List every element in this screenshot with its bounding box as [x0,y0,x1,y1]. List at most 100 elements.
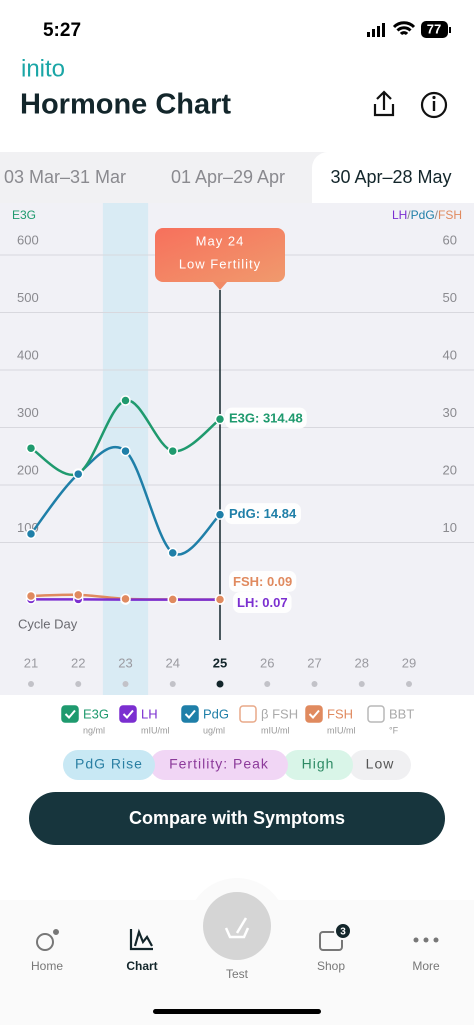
y2-axis-title-part: LH [392,208,407,222]
data-point [74,590,83,599]
data-point [121,396,130,405]
y2-axis-title: LH/PdG/FSH [392,208,462,222]
y2-tick-label: 60 [443,232,457,247]
data-point [168,548,177,557]
legend-label: BBT [389,706,414,721]
value-label: LH: 0.07 [237,595,288,610]
y2-tick-label: 50 [443,290,457,305]
nav-badge-count: 3 [340,927,346,938]
info-button[interactable] [422,93,446,117]
nav-label[interactable]: More [412,959,440,973]
x-tick-label: 29 [402,655,416,670]
legend-checkbox[interactable] [182,706,198,722]
battery-level: 77 [427,21,441,36]
y2-tick-label: 30 [443,405,457,420]
x-tick-dot [264,681,270,687]
data-point [121,447,130,456]
legend-label: β FSH [261,706,298,721]
legend-unit: ng/ml [83,725,105,735]
data-point [168,447,177,456]
test-button[interactable] [203,892,271,960]
x-tick-label: 24 [166,655,180,670]
nav-label[interactable]: Home [31,959,63,973]
legend-unit: mIU/ml [261,725,290,735]
logo: inito [21,55,65,82]
legend-checkbox[interactable] [120,706,136,722]
value-label: PdG: 14.84 [229,506,297,521]
phase-label: Fertility: Peak [169,756,269,772]
x-tick-dot [312,681,318,687]
value-label: FSH: 0.09 [233,574,292,589]
x-tick-dot [123,681,129,687]
x-tick-dot [28,681,34,687]
status-time: 5:27 [43,20,81,41]
tab[interactable]: 03 Mar–31 Mar [4,167,126,187]
tab[interactable]: 01 Apr–29 Apr [171,167,285,187]
tooltip-subtitle: Low Fertility [179,256,261,271]
compare-button-label: Compare with Symptoms [129,808,345,828]
x-tick-dot [217,681,224,688]
y2-tick-label: 40 [443,347,457,362]
data-point [74,470,83,479]
legend-unit: ug/ml [203,725,225,735]
phase-label: PdG Rise [75,756,143,772]
data-point [216,510,225,519]
data-point [216,415,225,424]
y-tick-label: 500 [17,290,39,305]
x-tick-dot [170,681,176,687]
nav-label[interactable]: Chart [126,959,157,973]
share-button[interactable] [375,92,393,115]
x-tick-dot [406,681,412,687]
tab-active[interactable]: 30 Apr–28 May [330,167,451,187]
battery-tip [449,27,451,33]
value-label: E3G: 314.48 [229,411,303,426]
tooltip-title: May 24 [196,233,245,248]
y-tick-label: 400 [17,347,39,362]
wifi-icon [394,23,414,34]
legend-checkbox[interactable] [240,706,256,722]
legend-checkbox[interactable] [368,706,384,722]
y2-axis-title-part: PdG [411,208,435,222]
legend-unit: mIU/ml [327,725,356,735]
signal-icon [367,23,385,37]
x-tick-label: 27 [307,655,321,670]
x-tick-dot [75,681,81,687]
nav-label[interactable]: Shop [317,959,345,973]
nav-label[interactable]: Test [226,967,249,981]
data-point [168,595,177,604]
y2-axis-title-part: FSH [438,208,462,222]
legend-label: PdG [203,706,229,721]
phase-label: High [302,756,335,772]
data-point [27,444,36,453]
x-tick-label: 21 [24,655,38,670]
data-point [27,591,36,600]
home-indicator [153,1009,321,1014]
data-point [121,594,130,603]
y-tick-label: 200 [17,462,39,477]
legend-label: LH [141,706,158,721]
legend-label: FSH [327,706,353,721]
data-point [27,529,36,538]
y-axis-title: E3G [12,208,36,222]
page-title: Hormone Chart [20,89,231,121]
legend-unit: °F [389,725,399,735]
x-tick-dot [359,681,365,687]
y2-tick-label: 10 [443,520,457,535]
phase-label: Low [366,756,395,772]
legend-checkbox[interactable] [306,706,322,722]
legend-unit: mIU/ml [141,725,170,735]
y2-tick-label: 20 [443,462,457,477]
y-tick-label: 300 [17,405,39,420]
x-tick-label: 22 [71,655,85,670]
x-tick-label: 28 [355,655,369,670]
legend-checkbox[interactable] [62,706,78,722]
x-tick-label: 23 [118,655,132,670]
x-tick-label: 25 [213,655,227,670]
more-icon [414,938,439,943]
legend-label: E3G [83,706,109,721]
y-tick-label: 600 [17,232,39,247]
x-axis-title: Cycle Day [18,616,78,631]
data-point [216,595,225,604]
x-tick-label: 26 [260,655,274,670]
